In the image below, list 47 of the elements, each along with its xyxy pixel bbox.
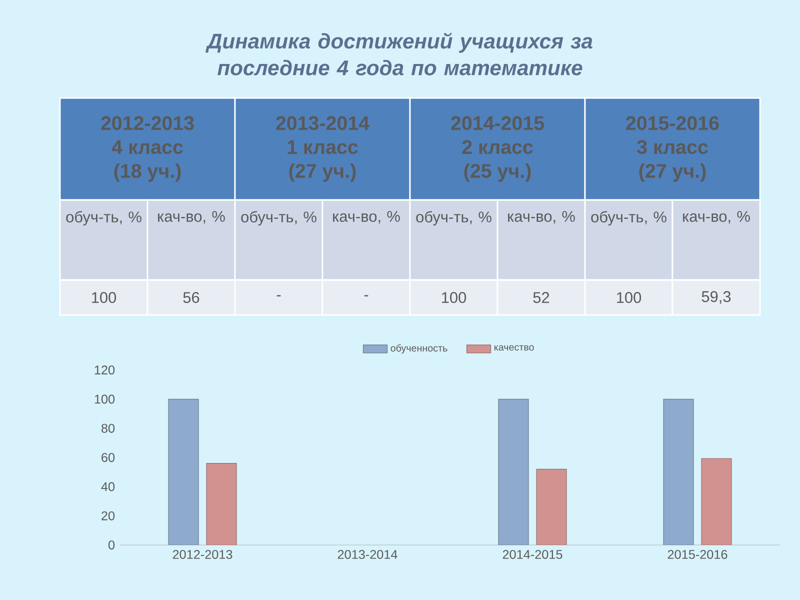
text: 4 класс	[112, 140, 183, 154]
y-tick-label: 60	[102, 453, 115, 462]
text: кач-во, %	[158, 210, 225, 224]
category-label: 2013-2014	[276, 116, 370, 130]
text: кач-во, %	[333, 210, 400, 224]
y-tick-label: 0	[108, 540, 115, 550]
y-tick-label: 100	[94, 394, 115, 404]
x-tick-label: 2012-2013	[172, 550, 232, 559]
text: обуч-ть, %	[416, 210, 492, 226]
y-tick-label: 40	[101, 482, 115, 492]
text: -	[364, 295, 368, 296]
text: -	[276, 295, 281, 296]
text: (25 уч.)	[464, 163, 531, 182]
bar	[663, 398, 694, 545]
x-tick-label: 2013-2014	[338, 550, 398, 559]
bar	[536, 468, 567, 545]
x-tick-label: 2015-2016	[668, 550, 728, 559]
text: 3 класс	[637, 140, 708, 154]
text: обуч-ть, %	[66, 210, 142, 226]
text: 1 класс	[288, 140, 358, 154]
text: обуч-ть, %	[591, 210, 666, 226]
text: 56	[183, 292, 200, 303]
text: 52	[533, 292, 550, 303]
text: (27 уч.)	[639, 163, 706, 182]
bar	[498, 398, 529, 545]
category-label: 2015-2016	[626, 116, 719, 130]
category-label: 2012-2013	[101, 116, 194, 130]
bar	[701, 458, 732, 545]
legend-label: качество	[494, 345, 534, 351]
text: кач-во, %	[508, 210, 575, 224]
text: 100	[442, 292, 466, 303]
legend-label: обученность	[390, 344, 448, 354]
text: обуч-ть, %	[241, 210, 316, 226]
bar	[168, 398, 199, 545]
y-tick-label: 120	[94, 366, 115, 374]
x-tick-label: 2014-2015	[502, 550, 562, 559]
y-tick-label: 20	[102, 511, 115, 520]
text: 100	[617, 292, 642, 303]
text: 2 класс	[462, 140, 533, 154]
text: кач-во, %	[683, 210, 750, 224]
text: 59,3	[702, 291, 731, 304]
category-label: 2014-2015	[451, 116, 544, 130]
chart-title: Динамика достижений учащихся за последние 4 года по математике	[205, 32, 592, 76]
bar	[206, 463, 237, 545]
y-tick-label: 80	[102, 424, 115, 433]
text: (18 уч.)	[114, 163, 181, 182]
text: (27 уч.)	[289, 163, 356, 182]
